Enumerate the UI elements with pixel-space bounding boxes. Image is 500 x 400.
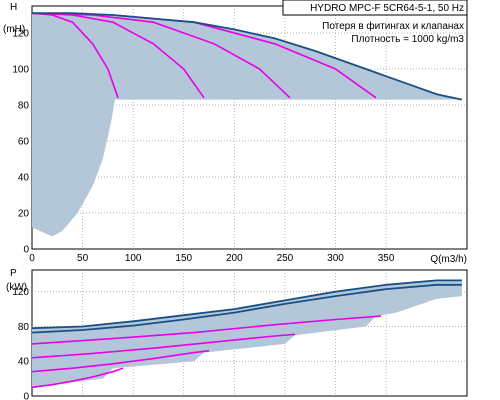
power-ytick-label: 80: [18, 322, 30, 333]
fittings-note: Потеря в фитингах и клапанах: [322, 20, 464, 32]
head-series-5-line: [32, 12, 463, 101]
head-ytick-label: 100: [12, 65, 29, 76]
power-axis-symbol: P: [10, 268, 17, 279]
power-series-1-line: [31, 367, 124, 389]
power-series-3-line: [31, 333, 296, 359]
power-axis-unit: (kW): [6, 282, 27, 293]
head-ytick-label: 0: [23, 245, 29, 256]
head-ytick-label: 120: [12, 29, 29, 40]
head-xtick-label: 50: [77, 253, 89, 264]
power-series-6-line: [31, 283, 462, 334]
head-ytick-label: 40: [18, 173, 30, 184]
head-axis-symbol: H: [10, 2, 17, 13]
head-axis-unit: (mH): [3, 24, 25, 35]
power-series-5-line: [31, 279, 462, 330]
flow-axis-label: Q(m3/h): [430, 254, 467, 265]
head-tick-labels: 0 20 40 60 80 100 120 0 50 100 150 200 250 300 350: [12, 29, 395, 265]
power-tick-labels: 0 40 80 120: [12, 287, 29, 400]
head-operating-envelope: [32, 13, 462, 237]
chart-title: HYDRO MPC-F 5CR64-5-1, 50 Hz: [310, 3, 464, 14]
head-xtick-label: 100: [125, 253, 142, 264]
head-xtick-label: 300: [327, 253, 344, 264]
head-xtick-label: 150: [175, 253, 192, 264]
info-box: [282, 0, 468, 16]
power-plot: 0 40 80 120 P (kW): [6, 268, 468, 400]
power-series-2-line: [31, 350, 210, 373]
head-series-group: [31, 12, 463, 101]
head-xtick-label: 250: [277, 253, 294, 264]
head-plot: 0 20 40 60 80 100 120 0 50 100 150 200 250 300 350 HYD…: [3, 0, 468, 265]
head-xtick-label: 200: [226, 253, 243, 264]
power-ytick-label: 40: [18, 357, 30, 368]
power-series-4-line: [31, 315, 382, 345]
head-ytick-label: 20: [18, 209, 30, 220]
power-series-group: [31, 279, 462, 389]
head-xtick-label: 0: [29, 253, 35, 264]
head-ytick-label: 60: [18, 137, 30, 148]
head-ytick-label: 80: [18, 101, 30, 112]
power-ytick-label: 0: [23, 392, 29, 400]
power-ytick-label: 120: [12, 287, 29, 298]
head-envelope: [32, 13, 462, 237]
density-note: Плотность = 1000 kg/m3: [351, 34, 464, 45]
head-xtick-label: 350: [378, 253, 395, 264]
